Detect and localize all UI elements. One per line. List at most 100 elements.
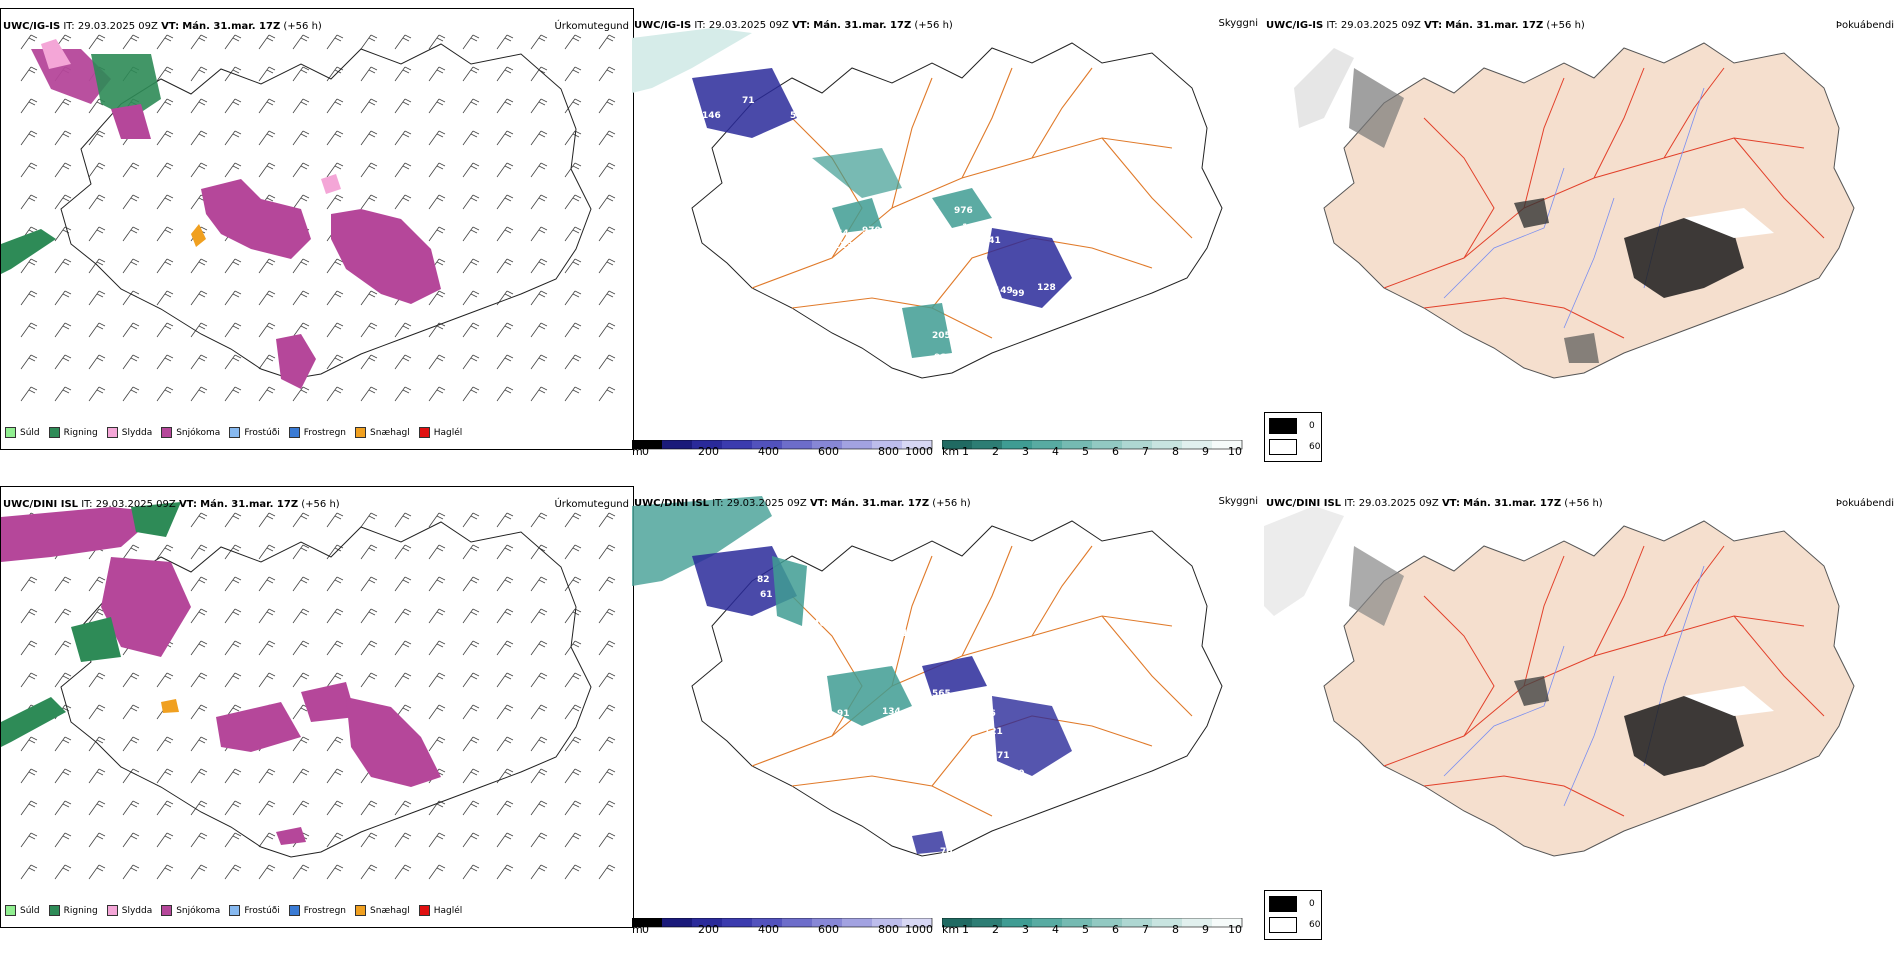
wind-barb [497,577,513,591]
wind-barb [327,259,343,273]
vis-value-label: 124 [900,723,919,733]
legend-drizzle: Súld [5,905,40,916]
precip-type-panel: UWC/DINI ISL IT: 29.03.2025 09Z VT: Mán.… [0,486,634,928]
visibility-tick: 8 [1172,923,1179,936]
wind-barb [293,163,309,177]
fog-area [1264,506,1344,616]
legend-freezing-drizzle: Frostúði [229,905,279,916]
visibility-tick: 2 [992,445,999,458]
visibility-tick: 7 [1142,923,1149,936]
wind-barb [395,673,411,687]
fog-area [1564,333,1599,363]
panel-title: Þokuábendi [1836,20,1894,31]
vis-value-label: 134 [882,707,901,717]
wind-barb [225,865,241,879]
wind-barb [259,801,275,815]
wind-barb [361,195,377,209]
visibility-panel: 76 71 56 146 120 101 164 970 123 67 417 976 166 141 14… [632,8,1264,448]
wind-barb [429,737,445,751]
wind-barb [361,387,377,401]
snow-pellets-area [191,224,206,247]
wind-barb [361,67,377,81]
wind-barb [565,195,581,209]
wind-barb [599,577,615,591]
wind-barb [497,641,513,655]
wind-barb [395,323,411,337]
wind-barb [89,801,105,815]
wind-barb [293,769,309,783]
wind-barb [293,513,309,527]
wind-barb [225,673,241,687]
wind-barb [123,35,139,49]
wind-barb [157,99,173,113]
wind-barb [225,577,241,591]
wind-barb [191,67,207,81]
ceiling-tick: 600 [818,923,839,936]
wind-barb [293,195,309,209]
wind-barb [497,131,513,145]
wind-barb [191,769,207,783]
wind-barb [565,865,581,879]
ceiling-tick: 600 [818,445,839,458]
fog-legend: 0 60 [1264,890,1322,940]
vis-value-label: 140 [1052,306,1071,316]
wind-barb [497,801,513,815]
fog-map [1264,486,1900,926]
wind-barb [157,387,173,401]
panel-header: UWC/DINI ISL IT: 29.03.2025 09Z VT: Mán.… [1266,498,1603,509]
wind-barb [259,163,275,177]
wind-barb [531,737,547,751]
wind-barb [531,577,547,591]
snow-area [346,697,441,787]
wind-barb [191,35,207,49]
wind-barb [565,67,581,81]
wind-barb [565,513,581,527]
wind-barb [531,35,547,49]
wind-barb [599,737,615,751]
wind-barb [327,323,343,337]
wind-barb [21,259,37,273]
forecast-row-igis: UWC/IG-IS IT: 29.03.2025 09Z VT: Mán. 31… [0,8,1900,478]
vis-value-label: 529 [782,629,801,639]
wind-barb [21,673,37,687]
wind-barb [21,833,37,847]
wind-barb [123,769,139,783]
wind-barb [123,865,139,879]
panel-title: Skyggni [1218,18,1258,29]
visibility-unit: km [942,923,959,936]
rain-area [1,229,56,274]
legend-snow-pellets: Snæhagl [355,905,410,916]
visibility-tick: 3 [1022,445,1029,458]
wind-barb [225,163,241,177]
wind-barb [361,513,377,527]
wind-barb [123,163,139,177]
precip-legend: Súld Rigning Slydda Snjókoma Frostúði Fr… [5,427,462,438]
wind-barb [191,291,207,305]
wind-barb [361,545,377,559]
wind-barb [361,865,377,879]
wind-barb [361,801,377,815]
wind-barb [191,355,207,369]
wind-barb [293,545,309,559]
wind-barb [565,131,581,145]
wind-barb [123,545,139,559]
panel-header: UWC/IG-IS IT: 29.03.2025 09Z VT: Mán. 31… [3,21,322,32]
wind-barb [259,99,275,113]
wind-barb [259,865,275,879]
wind-barb [123,801,139,815]
legend-freezing-rain: Frostregn [289,905,346,916]
ceiling-tick: 800 [878,923,899,936]
wind-barb [191,131,207,145]
wind-barb [191,387,207,401]
wind-barb [531,801,547,815]
legend-snow-pellets: Snæhagl [355,427,410,438]
wind-barb [531,641,547,655]
wind-barb [463,833,479,847]
precip-legend: Súld Rigning Slydda Snjókoma Frostúði Fr… [5,905,462,916]
wind-barb [599,195,615,209]
wind-barb [21,737,37,751]
wind-barb [361,673,377,687]
wind-barb [123,833,139,847]
wind-barb [395,35,411,49]
wind-barb [429,673,445,687]
